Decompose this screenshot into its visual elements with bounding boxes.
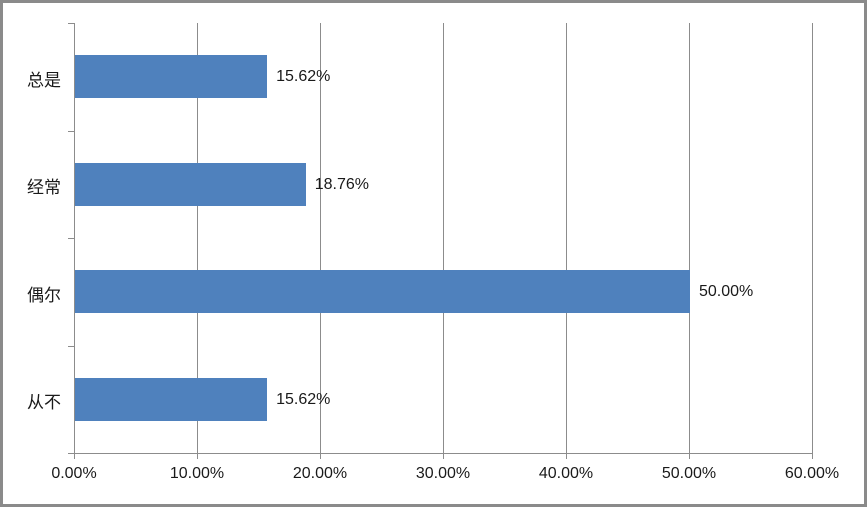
x-axis-tick: [74, 453, 75, 459]
x-axis-tick-label: 60.00%: [784, 465, 840, 482]
x-axis-tick: [689, 453, 690, 459]
bar-value-label: 18.76%: [314, 175, 369, 193]
vertical-gridline: [812, 23, 813, 453]
x-axis-tick-label: 40.00%: [538, 465, 594, 482]
bar-value-label: 50.00%: [699, 283, 754, 301]
category-label: 总是: [27, 70, 61, 90]
y-axis-tick: [68, 238, 74, 239]
category-label: 经常: [27, 178, 61, 198]
y-axis-tick: [68, 130, 74, 132]
x-axis-tick: [443, 453, 444, 459]
vertical-gridline: [443, 23, 444, 453]
x-axis-tick: [566, 453, 567, 459]
x-axis-tick: [197, 453, 198, 459]
x-axis-tick-label: 20.00%: [292, 465, 348, 482]
x-axis-tick-label: 30.00%: [415, 465, 471, 482]
x-axis-tick: [320, 453, 321, 459]
category-label: 从不: [27, 393, 61, 413]
bar: [75, 270, 690, 314]
bar: [75, 55, 268, 99]
x-axis-tick: [812, 453, 813, 459]
category-label: 偶尔: [27, 285, 61, 305]
bar-value-label: 15.62%: [276, 68, 331, 86]
vertical-gridline: [320, 23, 321, 453]
vertical-gridline: [689, 23, 690, 453]
x-axis-tick-label: 0.00%: [51, 465, 97, 482]
y-axis: [74, 23, 75, 453]
vertical-gridline: [197, 23, 198, 453]
plot-area: 15.62% 总是 18.76% 经常 50.00% 偶尔 15.62% 从不 0.00% 10.…: [3, 3, 864, 504]
x-axis-tick-label: 50.00%: [661, 465, 717, 482]
bar-value-label: 15.62%: [276, 390, 331, 408]
y-axis-tick: [68, 23, 74, 24]
y-axis-tick: [68, 345, 74, 347]
x-axis-tick-label: 10.00%: [169, 465, 225, 482]
vertical-gridline: [566, 23, 567, 453]
y-axis-tick: [68, 453, 74, 454]
bar: [75, 377, 268, 421]
bar: [75, 162, 306, 206]
